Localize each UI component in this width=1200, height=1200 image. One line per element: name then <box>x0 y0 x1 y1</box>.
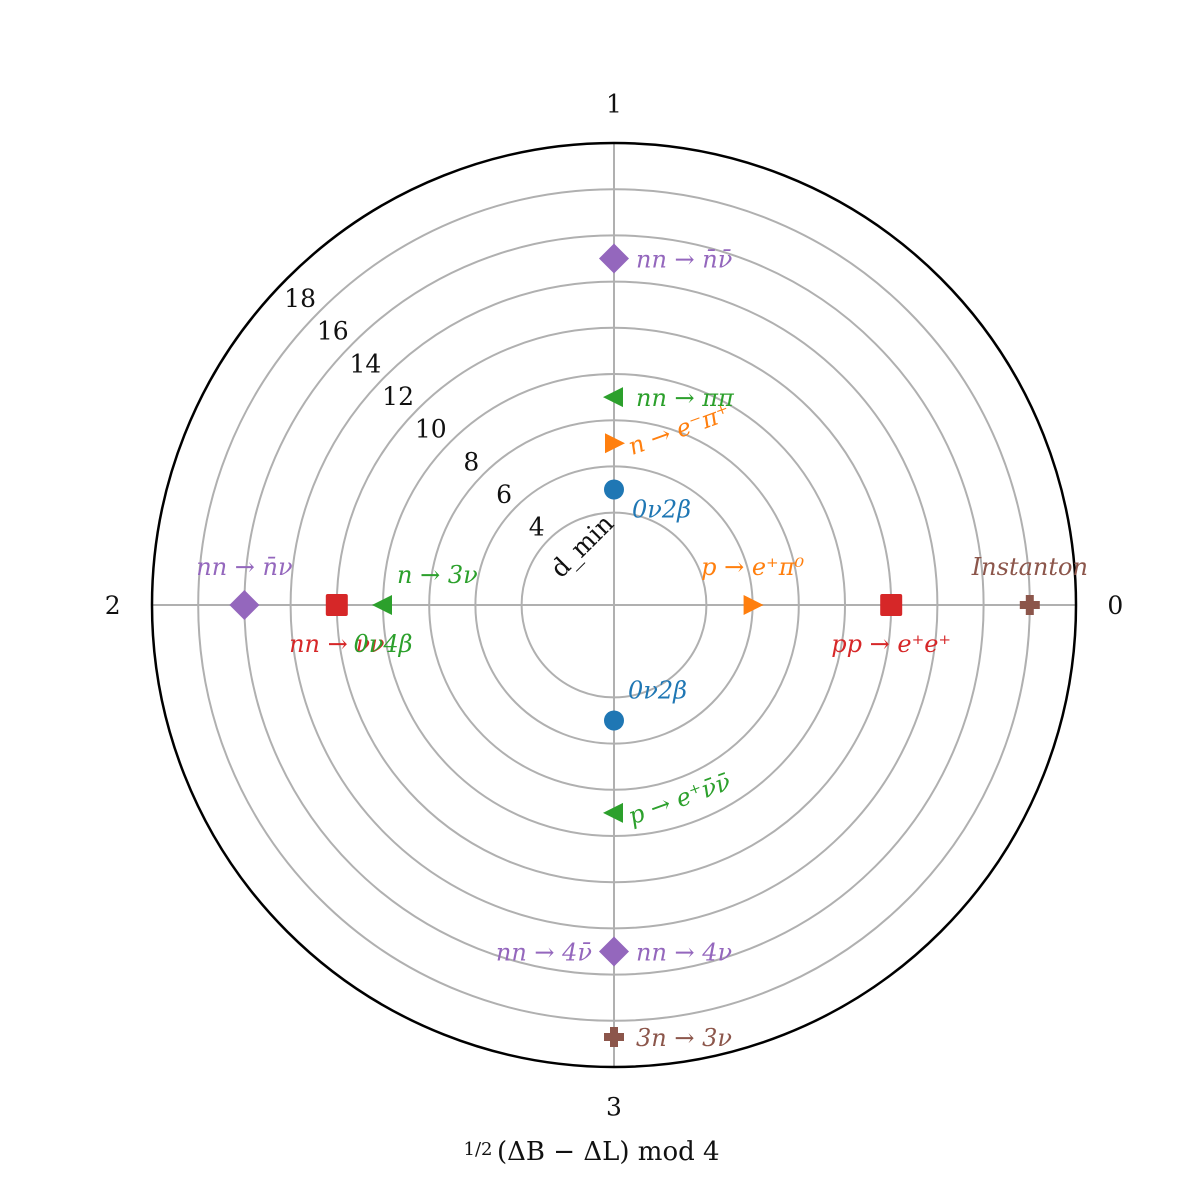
annotation-label: nn → 4ν̄ <box>496 939 592 967</box>
marker-plus <box>1019 595 1040 615</box>
marker-circle <box>604 710 624 731</box>
xlabel: (ΔB − ΔL) mod 4 <box>497 1137 720 1167</box>
r-tick-label: 8 <box>463 447 479 476</box>
annotation-label: nn → n̄ν <box>196 553 292 581</box>
r-tick-label: 16 <box>317 317 349 346</box>
annotation-label: 0ν4β <box>353 630 412 658</box>
outer-spine <box>150 141 1078 1069</box>
annotation-label: nn → ππ <box>636 384 735 412</box>
r-tick-label: 10 <box>415 415 447 444</box>
r-tick-label: 12 <box>382 382 414 411</box>
annotation-label: Instanton <box>971 553 1088 581</box>
annotation-label: 0ν2β <box>632 496 691 524</box>
theta-tick-label: 1 <box>606 90 622 119</box>
r-tick-label: 6 <box>496 480 512 509</box>
marker-plus <box>604 1026 624 1047</box>
marker-triangle-left <box>603 387 623 408</box>
theta-tick-label: 2 <box>105 591 121 620</box>
marker-plus-filled <box>880 594 903 616</box>
annotation-label: n → 3ν <box>397 561 478 589</box>
r-tick-label: 4 <box>529 513 545 542</box>
theta-tick-label: 3 <box>606 1092 622 1121</box>
marker-diamond <box>599 243 629 274</box>
annotation-label: nn → νν <box>289 630 384 658</box>
marker-diamond <box>229 590 260 620</box>
annotation-label: 3n → 3ν <box>636 1024 732 1052</box>
marker-triangle-right <box>743 595 764 615</box>
data-markers <box>229 243 1040 1047</box>
xlabel-half: 1/2 <box>464 1139 493 1160</box>
r-tick-label: 14 <box>350 349 382 378</box>
marker-plus-filled <box>325 594 348 616</box>
marker-triangle-right <box>605 433 625 454</box>
annotation-label: nn → 4ν <box>636 939 732 967</box>
axis-labels: 1/2 (ΔB − ΔL) mod 4 d_min <box>464 509 720 1167</box>
marker-circle <box>604 479 624 500</box>
annotation-label: p → e⁺π⁰ <box>701 553 804 581</box>
annotation-label: 0ν2β <box>628 677 687 705</box>
marker-triangle-left <box>372 595 392 615</box>
annotation-label: nn → n̄ν̄ <box>636 246 732 274</box>
grid-layer <box>150 141 1078 1069</box>
rlabel: d_min <box>545 509 619 583</box>
theta-tick-label: 0 <box>1107 591 1123 620</box>
marker-diamond <box>599 936 629 967</box>
annotation-label: pp → e⁺e⁺ <box>831 630 951 658</box>
r-tick-label: 18 <box>284 284 316 313</box>
marker-triangle-left <box>603 802 623 823</box>
